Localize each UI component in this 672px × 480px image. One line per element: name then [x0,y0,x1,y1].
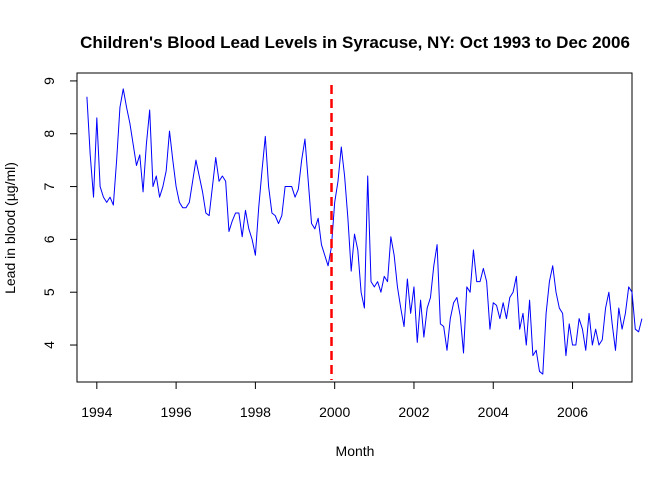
series-line [86,88,643,375]
x-tick-label: 2006 [557,404,588,420]
chart-title: Children's Blood Lead Levels in Syracuse… [80,33,630,52]
x-tick-label: 1996 [161,404,192,420]
x-tick-label: 2004 [478,404,509,420]
x-tick-label: 1994 [81,404,112,420]
x-tick-label: 2002 [398,404,429,420]
plot-area-frame [76,72,633,383]
y-tick-label: 7 [41,182,57,190]
y-tick-label: 5 [41,288,57,296]
x-tick-label: 2000 [319,404,350,420]
y-tick-label: 9 [41,77,57,85]
y-tick-label: 4 [41,341,57,349]
y-axis: 4 5 6 7 8 9 [41,77,78,349]
series-layer [86,88,643,375]
y-tick-label: 6 [41,235,57,243]
x-tick-label: 1998 [240,404,271,420]
y-tick-label: 8 [41,130,57,138]
x-axis: 1994 1996 1998 2000 2002 2004 2006 [81,381,588,420]
y-axis-label: Lead in blood (µg/ml) [2,162,18,294]
x-axis-label: Month [336,443,375,459]
